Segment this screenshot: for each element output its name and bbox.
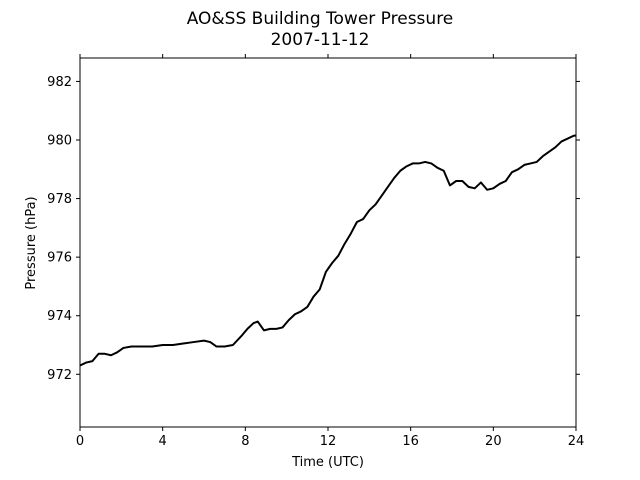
x-tick-label: 20 — [485, 434, 502, 449]
y-tick-label: 978 — [47, 192, 72, 207]
y-axis-label: Pressure (hPa) — [24, 196, 39, 289]
chart-title: AO&SS Building Tower Pressure — [187, 9, 454, 29]
x-tick-label: 4 — [159, 434, 167, 449]
x-axis-label: Time (UTC) — [291, 455, 364, 470]
x-tick-label: 12 — [320, 434, 337, 449]
x-tick-label: 8 — [241, 434, 249, 449]
x-tick-label: 16 — [402, 434, 419, 449]
y-tick-label: 974 — [47, 309, 72, 324]
y-tick-label: 982 — [47, 75, 72, 90]
plot-area: 0 4 8 12 16 20 24 972 974 976 978 980 982 — [47, 54, 584, 449]
pressure-series-line — [79, 134, 576, 367]
y-tick-label: 980 — [47, 134, 72, 149]
chart-subtitle: 2007-11-12 — [271, 30, 370, 50]
y-tick-label: 976 — [47, 251, 72, 266]
x-tick-label: 24 — [568, 434, 585, 449]
plot-frame — [79, 57, 577, 428]
y-tick-label: 972 — [47, 368, 72, 383]
x-tick-label: 0 — [76, 434, 84, 449]
